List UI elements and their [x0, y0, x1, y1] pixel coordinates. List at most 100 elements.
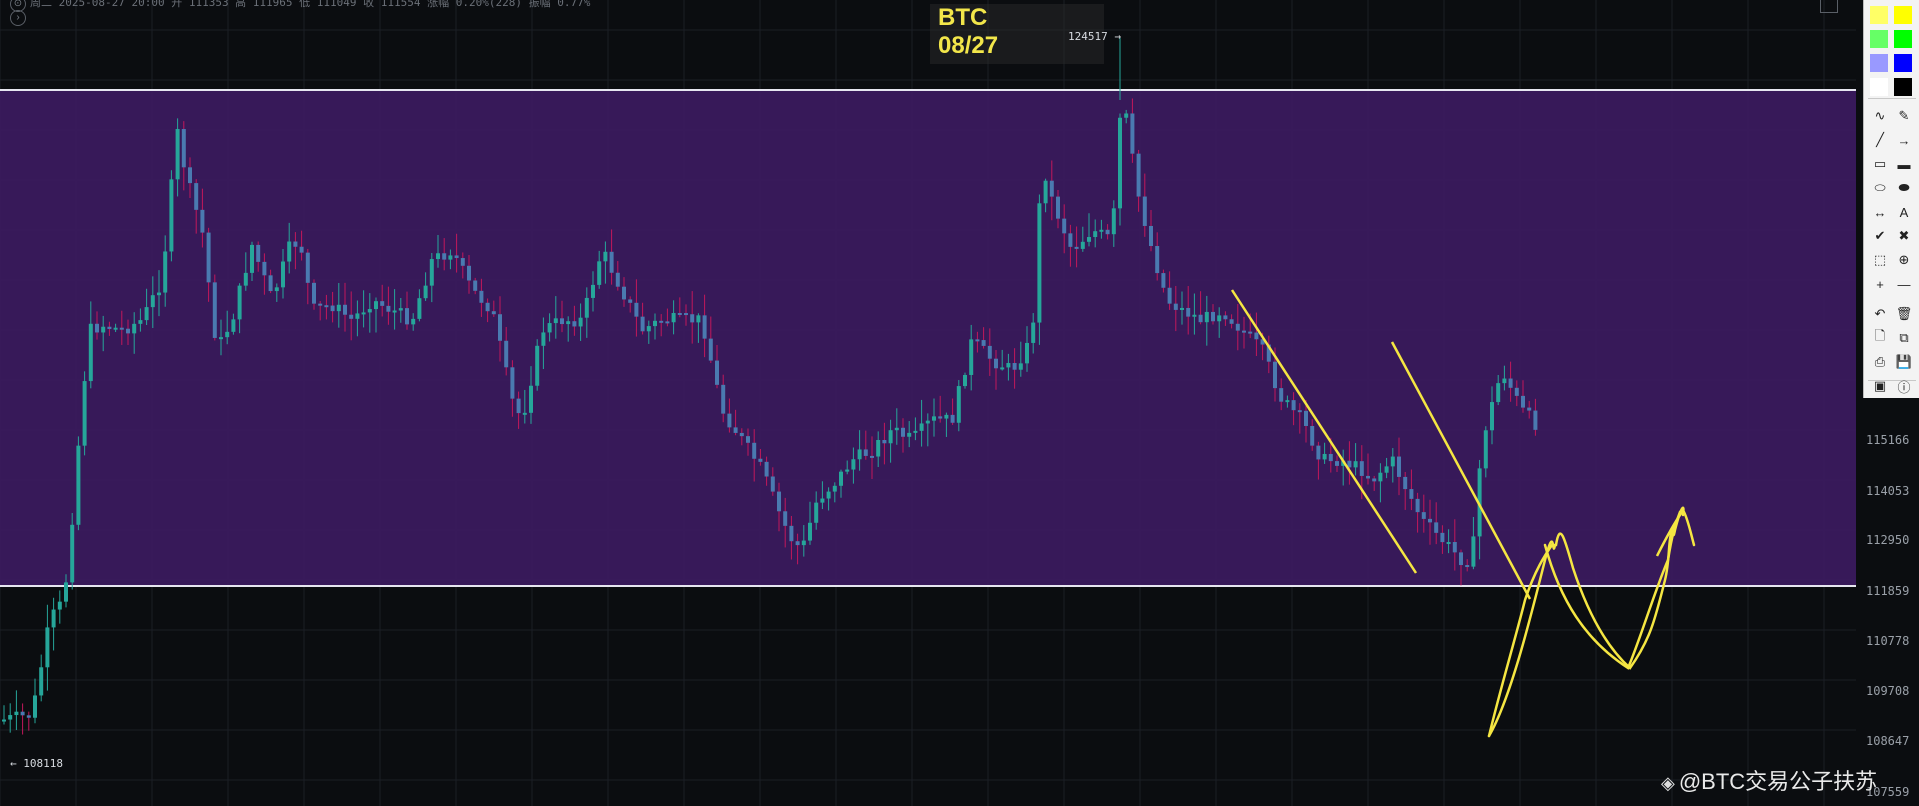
candle-body [132, 323, 137, 334]
color-swatch[interactable] [1870, 54, 1888, 72]
candle-body [1118, 117, 1122, 209]
ellipse-icon[interactable]: ⬭ [1874, 180, 1886, 195]
candle-body [522, 412, 527, 415]
pencil-icon[interactable]: ✎ [1898, 108, 1910, 123]
line-icon[interactable]: ╱ [1876, 132, 1884, 147]
filled-ellipse-icon[interactable]: ⬬ [1898, 180, 1910, 195]
candle-body [70, 524, 75, 583]
candle-body [39, 667, 44, 696]
watermark: ◈ @BTC交易公子扶苏 [1661, 764, 1877, 796]
arrow-icon[interactable]: → [1897, 132, 1911, 148]
candle-body [231, 319, 236, 332]
image-icon[interactable]: ▣ [1873, 378, 1887, 393]
candle-body [20, 711, 25, 716]
candle-body [188, 167, 192, 184]
candle-body [783, 511, 788, 526]
delete-icon[interactable]: ✖ [1898, 228, 1910, 243]
candle-body [343, 304, 347, 315]
rectangle-icon[interactable]: ▭ [1873, 156, 1887, 171]
color-swatch[interactable] [1870, 30, 1888, 48]
save-icon[interactable]: 💾 [1895, 354, 1913, 369]
crop-icon[interactable]: ⬚ [1873, 252, 1887, 267]
candle-body [1347, 460, 1352, 468]
candle-body [442, 253, 447, 260]
info-icon[interactable]: ⓘ [1897, 379, 1911, 395]
candle-body [863, 449, 868, 456]
candle-body [1390, 456, 1395, 467]
price-chart[interactable] [0, 0, 1856, 806]
candle-body [938, 416, 943, 419]
candle-body [516, 398, 521, 414]
color-swatch[interactable] [1894, 78, 1912, 96]
candle-body [1304, 410, 1308, 426]
low-price-marker: ← 108118 [10, 757, 63, 770]
text-icon[interactable]: A [1899, 204, 1909, 220]
chart-symbol-title: BTC [938, 4, 988, 31]
candle-body [1459, 552, 1463, 566]
candle-body [566, 321, 571, 325]
chart-area[interactable] [0, 0, 1856, 806]
candle-body [1180, 307, 1184, 310]
candle-body [367, 309, 372, 313]
candle-body [677, 313, 682, 316]
maximize-button[interactable] [1820, 0, 1838, 13]
candle-body [212, 282, 217, 338]
candle-body [1452, 542, 1457, 553]
candle-body [138, 320, 143, 324]
candle-body [1217, 315, 1222, 322]
candle-body [1521, 395, 1525, 408]
candle-body [491, 311, 496, 315]
price-axis-label: 114053 [1866, 484, 1910, 498]
candle-body [1490, 402, 1494, 431]
candle-body [1155, 246, 1160, 274]
candle-body [969, 339, 974, 375]
expand-arrow-icon[interactable]: › [10, 10, 26, 26]
print-icon[interactable]: ⎙ [1874, 354, 1886, 369]
consolidation-range-box[interactable] [0, 90, 1856, 586]
user-drawings [1230, 289, 1696, 738]
candle-body [26, 715, 31, 718]
candle-body [405, 308, 409, 325]
color-swatch[interactable] [1870, 6, 1888, 24]
color-swatch[interactable] [1894, 30, 1912, 48]
curve-icon[interactable]: ∿ [1874, 108, 1886, 123]
zoom-icon[interactable]: ⊕ [1898, 252, 1910, 267]
candle-body [684, 313, 688, 316]
candle-body [1483, 430, 1488, 469]
color-swatch[interactable] [1870, 78, 1888, 96]
candle-body [826, 491, 831, 499]
zoom-out-icon[interactable]: — [1897, 276, 1911, 292]
candle-body [1279, 388, 1284, 402]
candle-body [653, 320, 657, 327]
zoom-in-icon[interactable]: + [1876, 276, 1884, 292]
candle-body [76, 445, 81, 525]
candle-body [1496, 383, 1501, 403]
check-icon[interactable]: ✔ [1874, 228, 1886, 243]
copy-icon[interactable]: ⧉ [1899, 330, 1909, 345]
filled-rectangle-icon[interactable]: ▬ [1897, 156, 1911, 172]
candle-body [1508, 378, 1513, 388]
candle-body [628, 299, 633, 303]
new-document-icon[interactable]: 🗋 [1874, 328, 1886, 343]
candle-body [268, 275, 273, 292]
candle-body [324, 305, 329, 308]
candle-body [1310, 425, 1315, 446]
undo-icon[interactable]: ↶ [1874, 306, 1886, 321]
candle-body [510, 367, 515, 399]
candle-body [95, 323, 99, 333]
candle-body [529, 385, 533, 413]
candle-body [64, 582, 68, 602]
candle-body [894, 427, 899, 431]
candle-body [467, 265, 471, 281]
candle-body [330, 305, 335, 312]
double-arrow-icon[interactable]: ↔ [1873, 204, 1887, 220]
candle-body [175, 129, 180, 180]
candlestick-series [2, 38, 1538, 735]
candle-body [795, 541, 800, 546]
candle-body [144, 307, 149, 321]
candle-body [739, 432, 744, 437]
color-swatch[interactable] [1894, 54, 1912, 72]
candle-body [126, 328, 130, 334]
color-swatch[interactable] [1894, 6, 1912, 24]
trash-icon[interactable]: 🗑 [1895, 306, 1913, 321]
